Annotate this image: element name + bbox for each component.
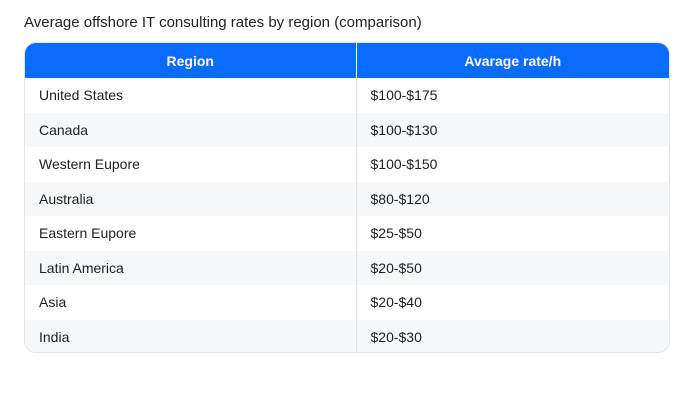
column-header-region: Region xyxy=(25,43,357,78)
region-cell: United States xyxy=(25,78,357,113)
rate-cell: $20-$40 xyxy=(356,285,669,320)
rate-cell: $20-$50 xyxy=(356,250,669,285)
rate-cell: $100-$150 xyxy=(356,147,669,182)
rate-cell: $80-$120 xyxy=(356,181,669,216)
chart-title: Average offshore IT consulting rates by … xyxy=(24,14,422,31)
table-row: Asia $20-$40 xyxy=(25,285,669,320)
rate-cell: $20-$30 xyxy=(356,319,669,352)
table-row: India $20-$30 xyxy=(25,319,669,352)
table-row: Latin America $20-$50 xyxy=(25,250,669,285)
region-cell: India xyxy=(25,319,357,352)
table-row: United States $100-$175 xyxy=(25,78,669,113)
region-cell: Latin America xyxy=(25,250,357,285)
rates-table-container: Region Avarage rate/h United States $100… xyxy=(24,42,670,353)
rate-cell: $100-$130 xyxy=(356,112,669,147)
rate-cell: $25-$50 xyxy=(356,216,669,251)
region-cell: Eastern Eupore xyxy=(25,216,357,251)
table-header-row: Region Avarage rate/h xyxy=(25,43,669,78)
column-header-rate: Avarage rate/h xyxy=(356,43,669,78)
rate-cell: $100-$175 xyxy=(356,78,669,113)
region-cell: Canada xyxy=(25,112,357,147)
table-row: Western Eupore $100-$150 xyxy=(25,147,669,182)
region-cell: Australia xyxy=(25,181,357,216)
region-cell: Western Eupore xyxy=(25,147,357,182)
table-row: Canada $100-$130 xyxy=(25,112,669,147)
table-row: Australia $80-$120 xyxy=(25,181,669,216)
region-cell: Asia xyxy=(25,285,357,320)
table-row: Eastern Eupore $25-$50 xyxy=(25,216,669,251)
table-body: United States $100-$175 Canada $100-$130… xyxy=(25,78,669,352)
rates-table: Region Avarage rate/h United States $100… xyxy=(25,43,669,352)
